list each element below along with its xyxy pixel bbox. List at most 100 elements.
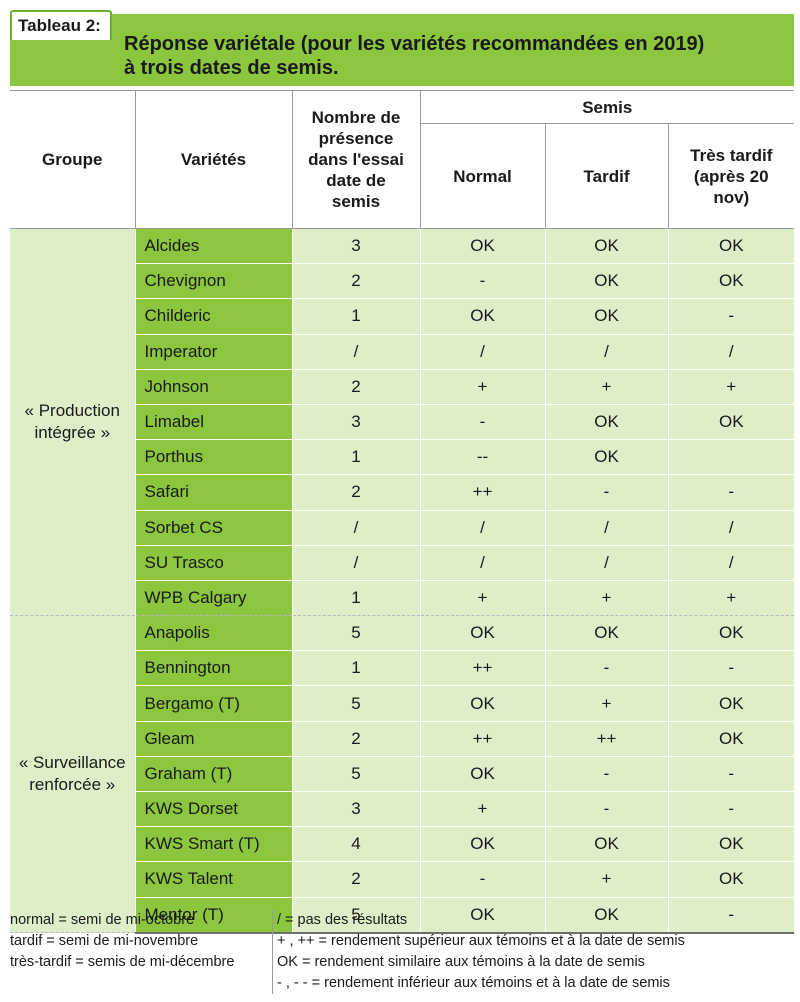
normal-cell: - (420, 263, 546, 300)
footnotes-left: normal = semi de mi-octobre tardif = sem… (10, 910, 272, 973)
normal-cell: OK (420, 228, 546, 265)
normal-cell: OK (420, 615, 546, 652)
table-title-line-1: Réponse variétale (pour les variétés rec… (124, 33, 705, 55)
tardif-cell: OK (545, 439, 669, 476)
normal-cell: / (420, 510, 546, 546)
table-row: SU Trasco / / / / (10, 545, 795, 581)
variety-cell: Mentor (T) (135, 897, 293, 934)
variety-cell: KWS Talent (135, 861, 293, 898)
tardif-cell: OK (545, 228, 669, 265)
header-tres-tardif-line: (après 20 (693, 166, 769, 186)
presence-count-cell: 3 (292, 791, 421, 828)
table-row: Graham (T) 5 OK - - (10, 756, 795, 793)
tres-tardif-cell: OK (668, 615, 795, 652)
footnote-line: OK = rendement similaire aux témoins à l… (277, 954, 645, 970)
presence-count-cell: 1 (292, 580, 421, 617)
presence-count-cell: / (292, 510, 421, 546)
variety-cell: Graham (T) (135, 756, 293, 793)
header-nombre-line: semis (331, 192, 381, 211)
tres-tardif-cell: OK (668, 228, 795, 265)
variety-cell: Chevignon (135, 263, 293, 300)
presence-count-cell: 3 (292, 404, 421, 441)
presence-count-cell: 2 (292, 369, 421, 405)
tres-tardif-cell: / (668, 510, 795, 546)
tardif-cell: - (545, 756, 669, 793)
table-row: « Surveillance renforcée » Anapolis 5 OK OK OK (10, 615, 795, 934)
tardif-cell: OK (545, 897, 669, 934)
table-row: KWS Dorset 3 + - - (10, 791, 795, 828)
tres-tardif-cell: + (668, 580, 795, 617)
variety-cell: KWS Smart (T) (135, 826, 293, 863)
variety-cell: Alcides (135, 228, 293, 265)
variety-cell: Anapolis (135, 615, 293, 652)
header-semis: Semis (419, 90, 795, 124)
variety-cell: Childeric (135, 298, 293, 335)
tardif-cell: OK (545, 263, 669, 300)
tres-tardif-cell: + (668, 369, 795, 405)
tardif-cell: + (545, 861, 669, 898)
group-label-line: « Surveillance (18, 753, 126, 773)
table-row: Limabel 3- OK OK (10, 404, 795, 441)
tres-tardif-cell: / (668, 545, 795, 581)
normal-cell: ++ (420, 650, 546, 687)
variety-cell: Bennington (135, 650, 293, 687)
variety-cell: Johnson (135, 369, 293, 405)
tres-tardif-cell: OK (668, 826, 795, 863)
normal-cell: + (420, 580, 546, 617)
footnotes-right: / = pas des résultats + , ++ = rendement… (272, 910, 794, 994)
normal-cell: OK (420, 685, 546, 722)
variety-cell: Imperator (135, 334, 293, 370)
header-tres-tardif-line: Très tardif (690, 145, 773, 165)
tres-tardif-cell: - (668, 298, 795, 335)
variety-cell: Bergamo (T) (135, 685, 293, 722)
variety-cell: Safari (135, 474, 293, 511)
tardif-cell: - (545, 650, 669, 687)
tardif-cell: / (545, 545, 669, 581)
header-varietes: Variétés (134, 90, 293, 229)
tardif-cell: - (545, 791, 669, 828)
table-body: « Production intégrée » Alcides 3 OK OK OK Chev… (10, 228, 795, 934)
presence-count-cell: 5 (292, 756, 421, 793)
group-label-line: intégrée » (34, 423, 111, 443)
presence-count-cell: 2 (292, 721, 421, 757)
normal-cell: - (420, 861, 546, 898)
variety-cell: Gleam (135, 721, 293, 757)
normal-cell: ++ (420, 721, 546, 757)
header-tres-tardif-line: nov) (713, 187, 750, 207)
tres-tardif-cell: - (668, 650, 795, 687)
header-normal: Normal (419, 123, 546, 229)
presence-count-cell: 2 (292, 474, 421, 511)
normal-cell: OK (420, 826, 546, 863)
footnote-line: normal = semi de mi-octobre (10, 912, 195, 928)
table-row: Mentor (T) 5 OK OK - (10, 897, 795, 934)
tardif-cell: / (545, 510, 669, 546)
table-number-tag: Tableau 2: (10, 10, 112, 40)
presence-count-cell: 1 (292, 439, 421, 476)
normal-cell: ++ (420, 474, 546, 511)
variety-cell: WPB Calgary (135, 580, 293, 617)
tres-tardif-cell: OK (668, 404, 795, 441)
footnote-line: / = pas des résultats (277, 912, 408, 928)
tres-tardif-cell: - (668, 474, 795, 511)
presence-count-cell: 5 (292, 615, 421, 652)
table-row: WPB Calgary 1 + + + (10, 580, 795, 617)
table-row: Bergamo (T) 5 OK + OK (10, 685, 795, 722)
presence-count-cell: 3 (292, 228, 421, 265)
presence-count-cell: 2 (292, 263, 421, 300)
footnote-line: tardif = semi de mi-novembre (10, 933, 199, 949)
presence-count-cell: 1 (292, 298, 421, 335)
tardif-cell: OK (545, 615, 669, 652)
footnote-line: + , ++ = rendement supérieur aux témoins… (277, 933, 685, 949)
tres-tardif-cell: - (668, 791, 795, 828)
tres-tardif-cell: OK (668, 721, 795, 757)
normal-cell: OK (420, 897, 546, 934)
header-nombre-line: présence (318, 129, 394, 148)
title-band (10, 14, 794, 86)
presence-count-cell: / (292, 545, 421, 581)
tres-tardif-cell (668, 439, 795, 476)
normal-cell: + (420, 791, 546, 828)
group-label-line: « Production (24, 401, 120, 421)
group-label-line: renforcée » (29, 775, 116, 795)
presence-count-cell: 1 (292, 650, 421, 687)
